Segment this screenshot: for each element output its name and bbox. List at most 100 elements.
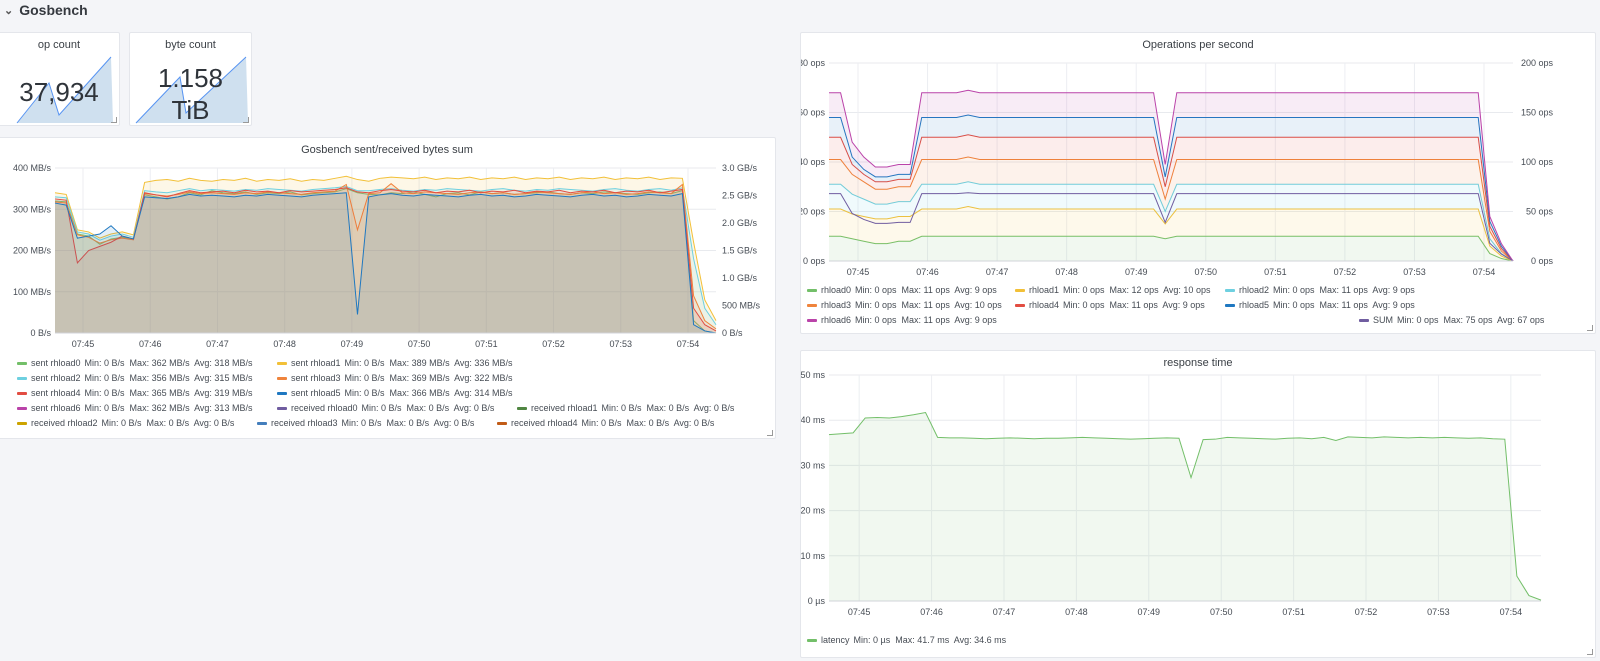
resize-handle[interactable] (1587, 325, 1593, 331)
legend-stats: Min: 0 ops Max: 11 ops Avg: 9 ops (1063, 300, 1205, 310)
legend-item[interactable]: sent rhload4 Min: 0 B/s Max: 365 MB/s Avg… (17, 388, 252, 398)
stat-panel-op-count[interactable]: op count 37,934 (0, 32, 120, 126)
legend-item[interactable]: rhload0 Min: 0 ops Max: 11 ops Avg: 9 ops (807, 285, 997, 295)
graph-panel-response-time[interactable]: response time 0 µs 10 ms 20 ms 30 ms 40 ms 50… (800, 350, 1596, 658)
series-area-rhload5 (829, 114, 1513, 261)
x-tick-label: 07:52 (542, 339, 565, 349)
graph-panel-ops[interactable]: Operations per second 0 ops 20 ops 40 ops 6… (800, 32, 1596, 334)
legend-swatch (277, 361, 287, 365)
x-tick-label: 07:48 (273, 339, 296, 349)
resize-handle[interactable] (111, 117, 117, 123)
legend-swatch (1359, 318, 1369, 322)
legend-swatch (807, 288, 817, 292)
legend-series-name: received rhload0 (291, 403, 358, 413)
x-tick-label: 07:47 (986, 267, 1009, 277)
y-tick-label: 40 ops (801, 157, 825, 167)
series-line-latency (828, 411, 1542, 601)
legend-swatch (517, 406, 527, 410)
legend-stats: Min: 0 ops Max: 11 ops Avg: 9 ops (1273, 285, 1415, 295)
legend-item[interactable]: rhload2 Min: 0 ops Max: 11 ops Avg: 9 ops (1225, 285, 1415, 295)
resize-handle[interactable] (767, 430, 773, 436)
legend-swatch (807, 638, 817, 642)
legend-series-name: received rhload1 (531, 403, 598, 413)
legend-item[interactable]: received rhload1 Min: 0 B/s Max: 0 B/s Av… (517, 403, 734, 413)
series-area-sent-rhload3 (55, 186, 716, 333)
row-title: Gosbench (19, 2, 88, 18)
legend-swatch (17, 376, 27, 380)
stat-value-line1: 1.158 (157, 63, 224, 93)
stat-value: 37,934 (19, 77, 99, 107)
x-tick-label: 07:50 (1210, 607, 1233, 617)
series-line-sent-rhload5 (54, 187, 717, 332)
y-tick-label: 0 µs (808, 596, 826, 606)
x-tick-label: 07:54 (1500, 607, 1523, 617)
x-tick-label: 07:48 (1055, 267, 1078, 277)
y2-tick-label: 50 ops (1526, 207, 1554, 217)
resize-handle[interactable] (1587, 649, 1593, 655)
x-tick-label: 07:45 (847, 267, 870, 277)
legend-item[interactable]: latency Min: 0 µs Max: 41.7 ms Avg: 34.6 … (807, 635, 1006, 645)
legend-series-name: rhload4 (1029, 300, 1060, 310)
panel-title: op count (37, 39, 81, 51)
legend-series-name: received rhload3 (271, 418, 338, 428)
x-tick-label: 07:52 (1355, 607, 1378, 617)
series-line-rhload2 (829, 181, 1514, 262)
x-tick-label: 07:49 (341, 339, 364, 349)
sparkline (135, 56, 248, 124)
stat-value-unit: TiB (171, 95, 210, 125)
legend-item[interactable]: rhload3 Min: 0 ops Max: 11 ops Avg: 10 op… (807, 300, 1002, 310)
legend-swatch (1225, 288, 1235, 292)
stat-panel-byte-count[interactable]: byte count 1.158 TiB (129, 32, 252, 126)
legend-item[interactable]: received rhload0 Min: 0 B/s Max: 0 B/s Av… (277, 403, 494, 413)
x-tick-label: 07:53 (1403, 267, 1426, 277)
legend-item[interactable]: received rhload4 Min: 0 B/s Max: 0 B/s Av… (497, 418, 714, 428)
legend-series-name: sent rhload2 (31, 373, 81, 383)
x-tick-label: 07:50 (1195, 267, 1218, 277)
x-tick-label: 07:53 (610, 339, 633, 349)
legend-swatch (1015, 303, 1025, 307)
y-tick-label: 40 ms (801, 415, 825, 425)
legend-item[interactable]: sent rhload3 Min: 0 B/s Max: 369 MB/s Avg… (277, 373, 512, 383)
legend-stats: Min: 0 ops Max: 11 ops Avg: 9 ops (855, 315, 997, 325)
y2-tick-label: 500 MB/s (722, 301, 761, 311)
legend-item[interactable]: rhload4 Min: 0 ops Max: 11 ops Avg: 9 ops (1015, 300, 1205, 310)
legend-item[interactable]: SUM Min: 0 ops Max: 75 ops Avg: 67 ops (1359, 315, 1544, 325)
legend-item[interactable]: received rhload2 Min: 0 B/s Max: 0 B/s Av… (17, 418, 234, 428)
legend-stats: Min: 0 B/s Max: 0 B/s Avg: 0 B/s (581, 418, 715, 428)
legend-series-name: rhload3 (821, 300, 852, 310)
legend-item[interactable]: sent rhload2 Min: 0 B/s Max: 356 MB/s Avg… (17, 373, 252, 383)
legend-stats: Min: 0 µs Max: 41.7 ms Avg: 34.6 ms (853, 635, 1007, 645)
graph-panel-bytes[interactable]: Gosbench sent/received bytes sum 0 B/s 10… (0, 137, 776, 439)
legend-stats: Min: 0 B/s Max: 0 B/s Avg: 0 B/s (341, 418, 475, 428)
series-area-sent-rhload1 (55, 176, 716, 333)
legend-item[interactable]: rhload5 Min: 0 ops Max: 11 ops Avg: 9 ops (1225, 300, 1415, 310)
legend-item[interactable]: sent rhload1 Min: 0 B/s Max: 389 MB/s Avg… (277, 358, 512, 368)
legend-item[interactable]: received rhload3 Min: 0 B/s Max: 0 B/s Av… (257, 418, 474, 428)
legend-swatch (497, 421, 507, 425)
series-area-sent-rhload4 (55, 183, 716, 333)
series-area-sent-rhload5 (55, 187, 716, 333)
chart-ops[interactable]: 0 ops 20 ops 40 ops 60 ops 80 ops 0 ops 50 ops… (801, 33, 1597, 283)
legend-item[interactable]: sent rhload6 Min: 0 B/s Max: 362 MB/s Avg… (17, 403, 252, 413)
legend-item[interactable]: sent rhload5 Min: 0 B/s Max: 366 MB/s Avg… (277, 388, 512, 398)
legend-stats: Min: 0 ops Max: 12 ops Avg: 10 ops (1063, 285, 1211, 295)
legend-item[interactable]: rhload6 Min: 0 ops Max: 11 ops Avg: 9 ops (807, 315, 997, 325)
chart-bytes[interactable]: 0 B/s 100 MB/s 200 MB/s 300 MB/s 400 MB/s 0 B… (0, 138, 777, 353)
legend-series-name: sent rhload6 (31, 403, 81, 413)
x-tick-label: 07:48 (1065, 607, 1088, 617)
chevron-down-icon[interactable]: ⌄ (4, 4, 14, 17)
row-header-gosbench[interactable]: ⌄ Gosbench (4, 2, 88, 18)
legend-swatch (1225, 303, 1235, 307)
series-line-sent-rhload3 (54, 186, 717, 326)
y2-tick-label: 2.5 GB/s (722, 191, 758, 201)
chart-response-time[interactable]: 0 µs 10 ms 20 ms 30 ms 40 ms 50 ms 07:45 07:46 0… (801, 351, 1597, 629)
x-tick-label: 07:53 (1427, 607, 1450, 617)
y-tick-label: 80 ops (801, 58, 825, 68)
legend-item[interactable]: sent rhload0 Min: 0 B/s Max: 362 MB/s Avg… (17, 358, 252, 368)
series-area-latency (829, 412, 1541, 601)
y-tick-label: 30 ms (801, 460, 825, 470)
legend-stats: Min: 0 ops Max: 11 ops Avg: 10 ops (855, 300, 1002, 310)
resize-handle[interactable] (243, 117, 249, 123)
legend-item[interactable]: rhload1 Min: 0 ops Max: 12 ops Avg: 10 op… (1015, 285, 1210, 295)
x-tick-label: 07:51 (475, 339, 498, 349)
